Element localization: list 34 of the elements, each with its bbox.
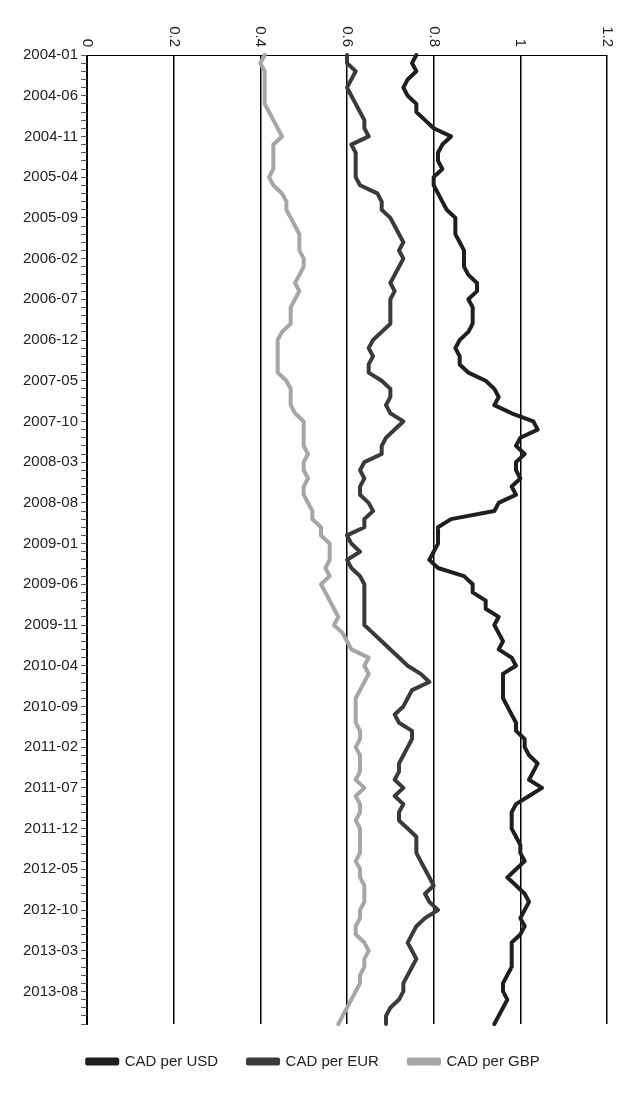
legend-label: CAD per USD	[124, 1051, 219, 1069]
x-tick-label: 0	[79, 38, 97, 47]
y-tick-label: 2008-03	[22, 452, 79, 470]
y-tick-label: 2009-01	[22, 533, 79, 551]
y-tick-label: 2009-06	[22, 574, 79, 592]
y-tick-label: 2010-04	[22, 655, 79, 673]
y-tick-label: 2006-02	[22, 248, 79, 266]
y-tick-label: 2012-10	[22, 900, 79, 918]
y-tick-label: 2007-05	[22, 370, 79, 388]
y-tick-label: 2005-09	[22, 208, 79, 225]
y-tick-label: 2004-06	[22, 85, 79, 103]
y-tick-label: 2012-05	[22, 859, 79, 877]
y-tick-label: 2013-08	[22, 981, 79, 999]
legend-label: CAD per EUR	[285, 1051, 380, 1069]
x-tick-label: 0.8	[426, 26, 444, 47]
x-tick-label: 1	[513, 38, 531, 47]
y-tick-label: 2004-01	[22, 45, 79, 63]
y-tick-label: 2006-12	[22, 330, 79, 348]
y-tick-label: 2007-10	[22, 411, 79, 429]
legend-label: CAD per GBP	[446, 1051, 540, 1069]
y-tick-label: 2011-07	[24, 778, 79, 795]
y-tick-label: 2004-11	[24, 126, 79, 144]
y-tick-label: 2006-07	[22, 289, 79, 307]
y-tick-label: 2009-11	[24, 615, 79, 633]
y-tick-label: 2010-09	[22, 696, 79, 714]
x-tick-label: 1.2	[599, 26, 617, 47]
y-tick-label: 2005-04	[22, 167, 79, 185]
y-tick-label: 2011-12	[24, 818, 79, 836]
x-tick-label: 0.4	[253, 26, 271, 47]
y-tick-label: 2013-03	[22, 940, 79, 958]
x-tick-label: 0.6	[339, 26, 357, 47]
y-tick-label: 2011-02	[24, 737, 79, 755]
y-tick-label: 2008-08	[22, 493, 79, 510]
x-tick-label: 0.2	[166, 26, 184, 47]
